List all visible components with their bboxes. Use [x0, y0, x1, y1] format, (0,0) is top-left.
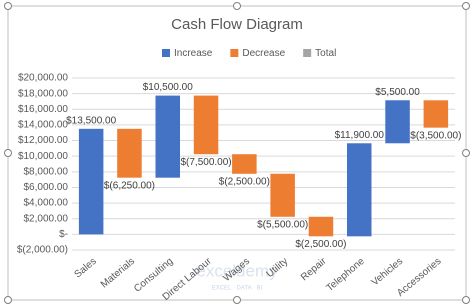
y-tick-label: $8,000.00: [24, 166, 69, 177]
bar: [232, 154, 257, 174]
value-label: $(7,500.00): [180, 157, 231, 168]
value-label: $10,500.00: [143, 82, 193, 93]
y-tick-label: $4,000.00: [24, 198, 69, 209]
legend-swatch: [303, 49, 312, 57]
legend-swatch: [162, 49, 170, 57]
selection-handles: [4, 2, 470, 304]
y-tick-label: $2,000.00: [24, 213, 69, 224]
y-tick-label: $6,000.00: [24, 182, 69, 193]
y-tick-label: $10,000.00: [18, 151, 68, 162]
value-label: $11,900.00: [335, 130, 385, 141]
value-label: $5,500.00: [375, 87, 420, 98]
legend-label: Increase: [174, 48, 213, 59]
bar: [346, 143, 372, 237]
watermark-tagline: EXCEL · DATA · BI: [212, 286, 263, 292]
y-tick-label: $-: [59, 229, 68, 240]
legend-label: Total: [315, 48, 336, 59]
value-label: $(2,500.00): [219, 176, 270, 187]
bar: [155, 95, 181, 178]
bar: [270, 173, 295, 217]
value-label: $(6,250.00): [104, 180, 155, 191]
value-label: $(5,500.00): [257, 219, 308, 230]
bar: [117, 128, 142, 178]
bar: [385, 100, 410, 144]
bar: [308, 216, 334, 237]
bar: [423, 100, 449, 128]
y-tick-label: $(2,000.00): [17, 245, 68, 256]
watermark: exceldemy: [196, 261, 278, 280]
bar: [78, 128, 104, 235]
y-tick-label: $12,000.00: [18, 135, 68, 146]
value-label: $13,500.00: [66, 115, 116, 126]
value-label: $(2,500.00): [295, 239, 346, 250]
y-tick-label: $16,000.00: [18, 104, 68, 115]
value-label: $(3,500.00): [410, 130, 461, 141]
y-tick-label: $14,000.00: [18, 120, 68, 131]
bar: [193, 95, 219, 155]
legend-label: Decrease: [242, 48, 285, 59]
chart-title: Cash Flow Diagram: [171, 16, 303, 33]
y-tick-label: $20,000.00: [18, 73, 68, 84]
legend-swatch: [230, 49, 239, 57]
y-tick-label: $18,000.00: [18, 88, 68, 99]
